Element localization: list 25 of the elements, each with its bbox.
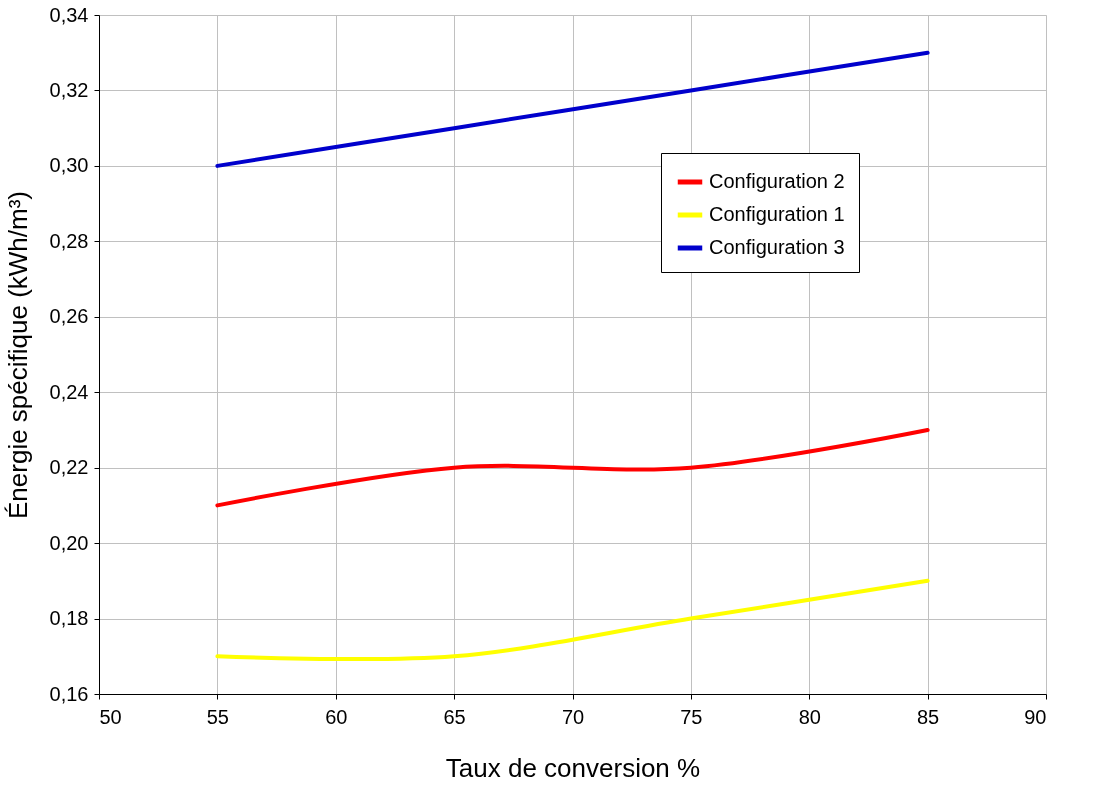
y-tick-label: 0,24 xyxy=(49,380,89,403)
y-tick-label: 0,34 xyxy=(49,3,89,26)
x-tick-label: 70 xyxy=(561,705,585,728)
x-tick-label: 65 xyxy=(443,705,466,728)
legend-label: Configuration 3 xyxy=(709,236,845,258)
x-tick-label: 55 xyxy=(206,705,229,728)
y-tick-label: 0,16 xyxy=(49,682,89,705)
x-tick-label: 60 xyxy=(325,705,348,728)
y-tick-label: 0,20 xyxy=(49,531,89,554)
y-tick-label: 0,26 xyxy=(49,305,89,328)
x-tick-label: 85 xyxy=(917,705,940,728)
x-axis-title: Taux de conversion % xyxy=(445,752,701,783)
legend-label: Configuration 1 xyxy=(709,203,845,225)
x-tick-label: 80 xyxy=(798,705,821,728)
y-tick-label: 0,18 xyxy=(49,607,89,630)
x-tick-label: 75 xyxy=(680,705,703,728)
y-tick-label: 0,28 xyxy=(49,229,89,252)
legend-label: Configuration 2 xyxy=(709,170,845,192)
line-series xyxy=(215,50,930,168)
x-tick-label: 50 xyxy=(99,705,122,728)
y-axis-title: Énergie spécifique (kWh/m³) xyxy=(2,191,33,519)
y-tick-label: 0,32 xyxy=(49,78,89,101)
y-tick-label: 0,22 xyxy=(49,456,89,479)
y-tick-label: 0,30 xyxy=(49,154,89,177)
x-tick-label: 90 xyxy=(1024,705,1047,728)
